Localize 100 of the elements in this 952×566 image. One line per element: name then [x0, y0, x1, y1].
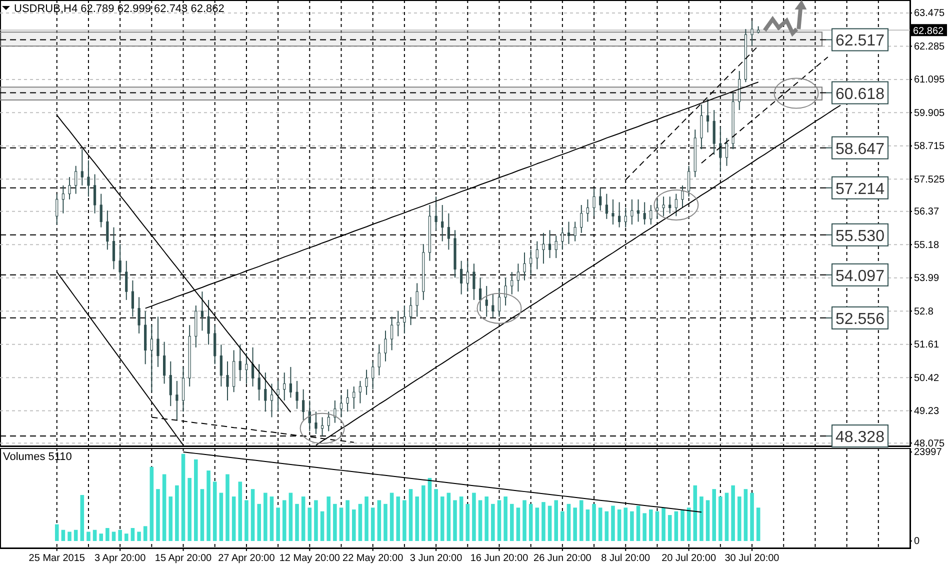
bar — [68, 532, 72, 541]
y-tick-label: 56.37 — [914, 206, 940, 218]
bar — [674, 511, 678, 541]
bar — [86, 532, 90, 541]
bar — [250, 489, 255, 541]
candlestick — [163, 341, 166, 384]
y-tick-label: 53.99 — [914, 273, 940, 284]
candlestick — [712, 110, 716, 156]
bar — [636, 506, 640, 541]
candlestick — [750, 20, 754, 46]
candlestick — [80, 148, 84, 186]
candlestick — [674, 193, 678, 217]
bar — [238, 482, 242, 541]
x-tick-label: 22 May 20:00 — [342, 553, 404, 564]
candlestick — [384, 330, 387, 362]
candlestick — [536, 240, 538, 270]
candlestick — [176, 380, 178, 421]
bar — [377, 500, 382, 541]
candlestick — [738, 70, 741, 111]
candlestick — [592, 188, 596, 217]
x-tick-label: 3 Jun 20:00 — [410, 553, 463, 564]
bar — [212, 482, 217, 541]
bar — [680, 509, 684, 541]
bar — [301, 496, 306, 541]
bar — [130, 528, 135, 541]
candlestick — [516, 263, 520, 292]
candlestick — [365, 369, 368, 396]
candlestick — [276, 380, 280, 412]
candlestick — [441, 204, 444, 242]
candlestick — [68, 176, 71, 200]
bar — [712, 489, 716, 541]
ref-line-label: 55.530 — [836, 228, 885, 245]
candlestick — [156, 316, 160, 368]
bar — [92, 530, 97, 541]
candlestick — [220, 344, 222, 388]
bar — [522, 500, 526, 541]
bar — [516, 508, 520, 541]
candlestick — [238, 344, 242, 382]
bar — [478, 500, 482, 541]
candlestick — [182, 366, 185, 412]
candlestick — [466, 260, 469, 292]
y-tick-label: 62.285 — [914, 41, 946, 52]
candlestick — [258, 364, 260, 401]
candlestick — [409, 296, 412, 326]
bar — [624, 508, 628, 541]
candlestick — [630, 198, 634, 226]
y-tick-label: 59.905 — [914, 108, 946, 119]
bar — [573, 508, 577, 541]
candlestick — [150, 324, 153, 393]
bar — [320, 511, 324, 541]
candlestick — [200, 291, 204, 332]
candlestick — [472, 263, 476, 300]
bar — [700, 496, 704, 541]
bar — [168, 496, 173, 541]
bar — [390, 492, 394, 541]
bar — [396, 496, 400, 541]
candlestick — [416, 282, 418, 318]
bar — [655, 511, 660, 541]
candlestick — [327, 411, 330, 432]
bar — [112, 532, 116, 541]
candlestick — [530, 249, 532, 276]
bar — [370, 508, 375, 541]
bar — [491, 504, 495, 541]
bar — [750, 492, 754, 541]
candlestick — [251, 346, 254, 388]
candlestick — [289, 366, 292, 398]
bar — [162, 474, 166, 541]
candlestick — [226, 360, 229, 401]
candlestick — [378, 344, 380, 376]
bar — [554, 500, 558, 541]
bar — [598, 508, 602, 541]
bar — [668, 515, 672, 541]
bar — [434, 489, 438, 541]
y-tick-label: 58.715 — [914, 141, 946, 152]
bar — [244, 500, 248, 541]
candlestick — [561, 226, 564, 250]
candlestick — [396, 310, 400, 337]
candlestick — [504, 277, 507, 306]
bar — [206, 470, 210, 541]
bar — [257, 504, 261, 541]
bar — [308, 508, 312, 541]
bar — [99, 534, 104, 541]
candlestick — [605, 193, 608, 220]
bar — [358, 504, 362, 541]
candlestick — [700, 104, 703, 150]
candlestick — [314, 411, 318, 434]
candlestick — [554, 235, 558, 259]
bar — [497, 500, 502, 541]
x-tick-label: 25 Mar 2015 — [28, 553, 86, 564]
bar — [270, 496, 274, 541]
candlestick — [498, 288, 501, 318]
bar — [156, 489, 160, 541]
bar — [528, 504, 533, 541]
bar — [232, 496, 236, 541]
candlestick — [599, 188, 602, 212]
candlestick — [334, 400, 336, 424]
candlestick — [624, 207, 627, 228]
bar — [459, 496, 464, 541]
bar — [718, 496, 722, 541]
ref-line-label: 58.647 — [836, 140, 885, 158]
